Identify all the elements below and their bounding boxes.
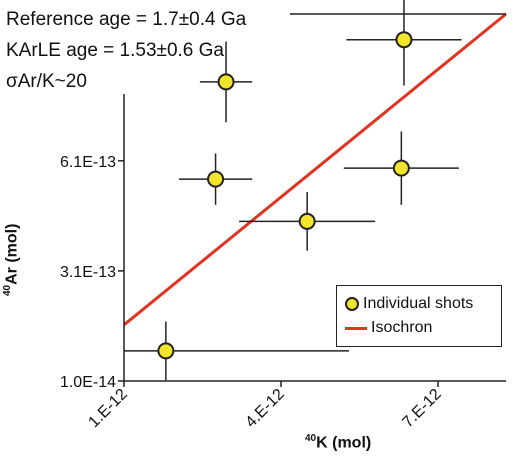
data-point: [178, 153, 253, 205]
point-marker: [157, 342, 175, 360]
y-axis-label: 40Ar (mol): [2, 224, 21, 296]
legend-item-shots: Individual shots: [345, 293, 473, 315]
legend-line-icon: [345, 326, 367, 330]
annotation-karle-age: KArLE age = 1.53±0.6 Ga: [6, 40, 224, 61]
x-tick-label: 1.E-12: [85, 386, 130, 431]
point-marker: [217, 73, 235, 91]
isochron-layer: [123, 12, 507, 327]
legend: Individual shots Isochron: [336, 285, 502, 347]
y-axis-label-main: Ar (mol): [3, 223, 21, 285]
isochron-line: [123, 12, 507, 327]
x-axis-label-sup: 40: [305, 433, 317, 444]
point-marker: [298, 212, 316, 230]
y-tick-label: 1.0E-14: [60, 374, 116, 391]
point-marker: [395, 31, 413, 49]
x-axis-label: 40K (mol): [305, 433, 371, 452]
data-point: [239, 191, 376, 251]
data-point: [124, 321, 350, 381]
x-tick-label: 7.E-12: [399, 386, 444, 431]
y-tick-label: 6.1E-13: [60, 154, 116, 171]
legend-label-isochron: Isochron: [371, 319, 433, 336]
y-axis-label-sup: 40: [2, 284, 13, 296]
axes: [123, 13, 506, 382]
legend-label-shots: Individual shots: [363, 295, 474, 312]
y-tick-label: 3.1E-13: [60, 264, 116, 281]
data-point: [199, 41, 253, 123]
data-point: [343, 131, 459, 205]
annotation-reference-age: Reference age = 1.7±0.4 Ga: [6, 9, 247, 30]
point-marker: [392, 159, 410, 177]
x-tick-label: 4.E-12: [242, 386, 287, 431]
annotation-sigma-ratio: σAr/K~20: [6, 71, 87, 92]
data-point: [346, 0, 462, 86]
point-marker: [207, 170, 225, 188]
legend-item-isochron: Isochron: [345, 317, 432, 339]
data-points: [124, 0, 462, 381]
legend-marker-icon: [345, 297, 359, 311]
x-axis-label-main: K (mol): [316, 434, 372, 452]
